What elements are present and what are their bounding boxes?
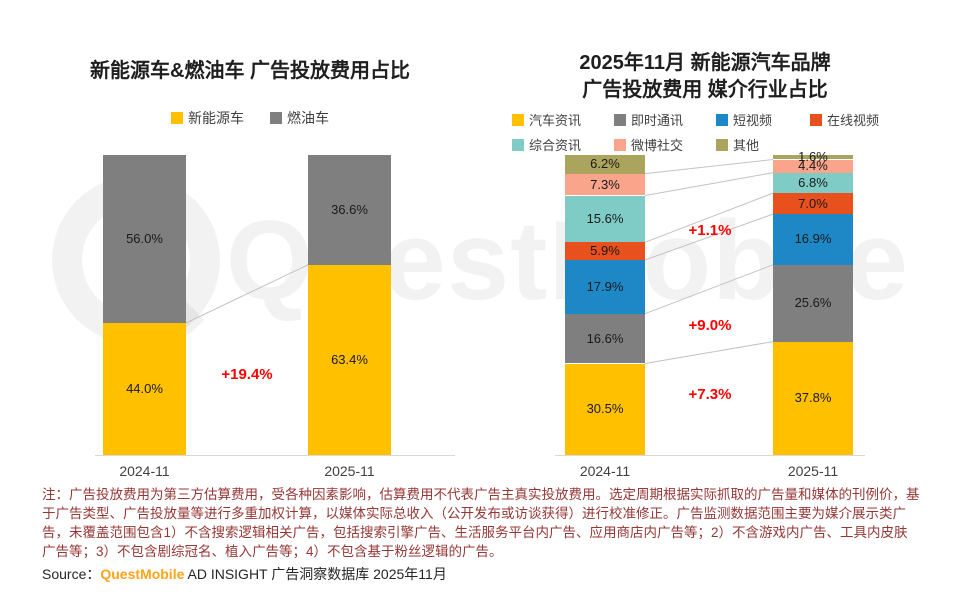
- legend-label: 微博社交: [631, 138, 684, 153]
- legend-label: 燃油车: [287, 110, 329, 126]
- segment-value-label: 17.9%: [586, 278, 624, 294]
- change-annotation: +9.0%: [688, 317, 732, 334]
- footnote: 注：广告投放费用为第三方估算费用，受各种因素影响，估算费用不代表广告主真实投放费…: [42, 487, 920, 559]
- bar-segment: [565, 313, 645, 364]
- x-axis-category-label: 2024-11: [579, 463, 631, 479]
- bar-segment: [103, 155, 186, 323]
- legend-item: 汽车资讯: [512, 110, 614, 129]
- legend-label: 新能源车: [188, 110, 244, 126]
- bar-segment: [773, 341, 853, 455]
- legend-item: 即时通讯: [614, 110, 716, 129]
- legend-swatch-icon: [614, 113, 626, 126]
- legend-item: 燃油车: [270, 108, 329, 128]
- legend-swatch-icon: [716, 113, 728, 126]
- bar-segment: [773, 159, 853, 173]
- segment-value-label: 6.8%: [798, 174, 828, 190]
- bar-segment: [773, 193, 853, 215]
- legend-swatch-icon: [270, 112, 282, 124]
- segment-value-label: 63.4%: [331, 351, 368, 367]
- right-chart-title-line1: 2025年11月 新能源汽车品牌: [579, 52, 831, 74]
- right-chart-legend: 汽车资讯 即时通讯 短视频 在线视频综合资讯 微博社交 其他: [512, 110, 910, 154]
- left-chart-legend: 新能源车 燃油车: [40, 108, 460, 128]
- segment-value-label: 30.5%: [586, 401, 624, 417]
- source-prefix: Source：: [42, 566, 101, 582]
- legend-item: 新能源车: [171, 108, 244, 128]
- bar-segment: [308, 155, 391, 265]
- legend-label: 在线视频: [827, 113, 880, 128]
- legend-swatch-icon: [716, 138, 728, 151]
- segment-value-label: 44.0%: [126, 381, 163, 396]
- source-brand: QuestMobile: [100, 566, 185, 582]
- legend-item: 微博社交: [614, 135, 716, 154]
- right-x-axis-line: [555, 455, 865, 456]
- legend-label: 即时通讯: [631, 113, 684, 128]
- segment-value-label: 36.6%: [331, 201, 368, 217]
- legend-swatch-icon: [614, 138, 626, 151]
- change-annotation: +1.1%: [688, 222, 732, 239]
- bar-segment: [773, 172, 853, 194]
- segment-value-label: 16.9%: [794, 231, 832, 247]
- source-line: Source：QuestMobile AD INSIGHT 广告洞察数据库 20…: [42, 564, 920, 584]
- segment-value-label: 4.4%: [798, 158, 828, 174]
- bar-segment: [565, 260, 645, 314]
- segment-value-label: 15.6%: [586, 210, 624, 226]
- legend-item: 短视频: [716, 110, 810, 129]
- legend-item: 综合资讯: [512, 135, 614, 154]
- bar-segment: [565, 173, 645, 196]
- legend-label: 综合资讯: [529, 138, 582, 153]
- bar-segment: [565, 242, 645, 260]
- bar-segment: [565, 155, 645, 174]
- segment-value-label: 1.6%: [798, 149, 828, 165]
- legend-swatch-icon: [512, 138, 524, 151]
- bar-segment: [103, 323, 186, 455]
- segment-value-label: 7.0%: [798, 195, 828, 211]
- legend-swatch-icon: [512, 113, 524, 126]
- bar-segment: [308, 264, 391, 455]
- x-axis-category-label: 2025-11: [787, 463, 839, 479]
- bar-segment: [773, 154, 853, 160]
- x-axis-category-label: 2025-11: [324, 463, 375, 479]
- segment-value-label: 25.6%: [794, 295, 832, 311]
- legend-label: 其他: [733, 138, 760, 153]
- legend-label: 汽车资讯: [529, 113, 582, 128]
- bar-segment: [773, 264, 853, 342]
- left-x-axis-line: [95, 455, 455, 456]
- legend-item: 其他: [716, 135, 810, 154]
- left-chart-title: 新能源车&燃油车 广告投放费用占比: [90, 60, 410, 82]
- change-annotation: +19.4%: [221, 366, 273, 383]
- right-chart-title: 2025年11月 新能源汽车品牌 广告投放费用 媒介行业占比: [490, 50, 920, 104]
- segment-value-label: 37.8%: [794, 390, 832, 406]
- change-annotation: +7.3%: [688, 386, 732, 403]
- segment-value-label: 6.2%: [590, 156, 620, 172]
- segment-value-label: 56.0%: [126, 231, 163, 246]
- legend-label: 短视频: [733, 113, 773, 128]
- segment-value-label: 16.6%: [586, 330, 624, 346]
- source-suffix: AD INSIGHT 广告洞察数据库 2025年11月: [184, 566, 447, 582]
- legend-item: 在线视频: [810, 110, 910, 129]
- x-axis-category-label: 2024-11: [119, 463, 170, 479]
- bar-segment: [565, 195, 645, 243]
- segment-value-label: 7.3%: [590, 176, 620, 192]
- segment-value-label: 5.9%: [590, 243, 620, 259]
- legend-swatch-icon: [171, 112, 183, 124]
- bar-segment: [773, 214, 853, 265]
- bar-segment: [565, 363, 645, 455]
- right-chart-title-line2: 广告投放费用 媒介行业占比: [582, 79, 828, 101]
- legend-swatch-icon: [810, 113, 822, 126]
